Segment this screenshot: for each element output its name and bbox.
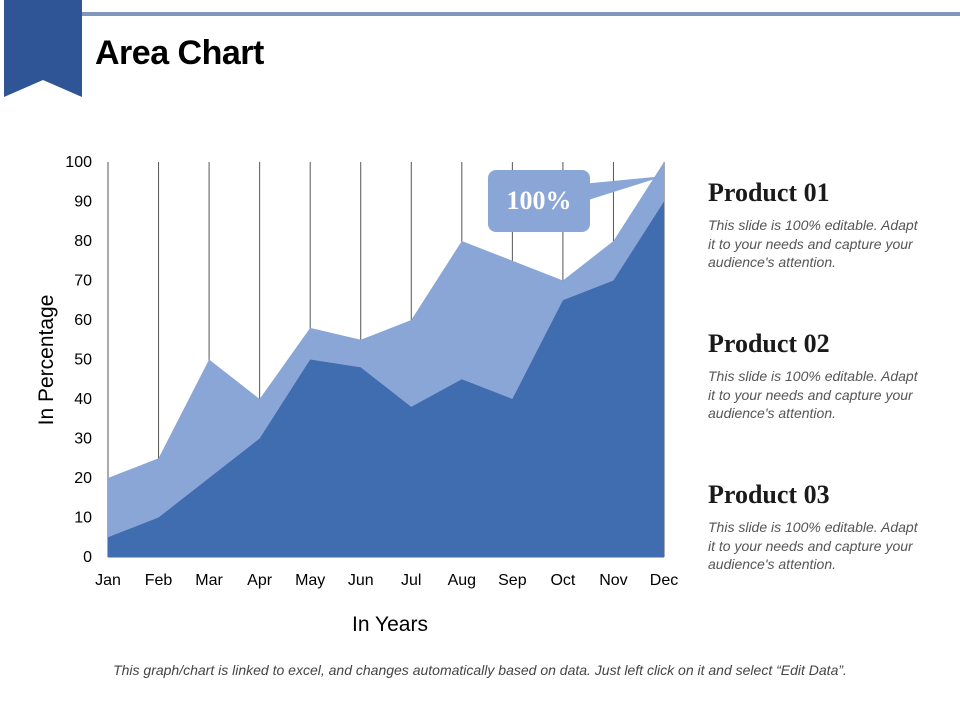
y-tick-label: 40: [74, 391, 92, 408]
y-tick-label: 30: [74, 431, 92, 448]
product-title: Product 01: [708, 178, 830, 207]
x-axis-title: In Years: [352, 613, 428, 636]
slide-title: Area Chart: [95, 34, 264, 72]
y-tick-label: 80: [74, 233, 92, 250]
y-tick-label: 90: [74, 194, 92, 211]
y-tick-label: 20: [74, 470, 92, 487]
x-tick-label: Jan: [95, 572, 121, 589]
product-card-2: Product 02 This slide is 100% editable. …: [708, 329, 928, 423]
y-tick-label: 70: [74, 273, 92, 290]
footer-note: This graph/chart is linked to excel, and…: [113, 662, 847, 678]
product-desc: This slide is 100% editable. Adapt it to…: [708, 519, 918, 572]
product-desc: This slide is 100% editable. Adapt it to…: [708, 217, 918, 270]
bookmark-ribbon-icon: [4, 0, 82, 97]
x-tick-label: Mar: [195, 572, 223, 589]
product-card-1: Product 01 This slide is 100% editable. …: [708, 178, 928, 272]
callout-bubble: [488, 170, 590, 232]
product-title: Product 03: [708, 480, 830, 509]
product-desc: This slide is 100% editable. Adapt it to…: [708, 368, 918, 421]
y-tick-label: 60: [74, 312, 92, 329]
y-tick-label: 100: [65, 154, 92, 171]
x-tick-label: May: [295, 572, 325, 589]
callout-label: 100%: [506, 186, 572, 215]
area-series-2: [108, 201, 664, 557]
x-tick-label: Oct: [550, 572, 575, 589]
top-rule: [82, 12, 960, 16]
y-tick-label: 10: [74, 510, 92, 527]
x-tick-label: Jul: [401, 572, 421, 589]
x-tick-label: Jun: [348, 572, 374, 589]
x-tick-label: Nov: [599, 572, 627, 589]
x-tick-label: Sep: [498, 572, 527, 589]
y-tick-label: 50: [74, 352, 92, 369]
callout-pointer: [582, 176, 664, 202]
x-tick-label: Apr: [247, 572, 273, 589]
y-axis-title: In Percentage: [35, 295, 58, 426]
x-tick-label: Feb: [145, 572, 173, 589]
product-title: Product 02: [708, 329, 830, 358]
product-card-3: Product 03 This slide is 100% editable. …: [708, 480, 928, 574]
y-tick-label: 0: [83, 549, 92, 566]
x-tick-label: Dec: [650, 572, 678, 589]
x-tick-label: Aug: [448, 572, 476, 589]
